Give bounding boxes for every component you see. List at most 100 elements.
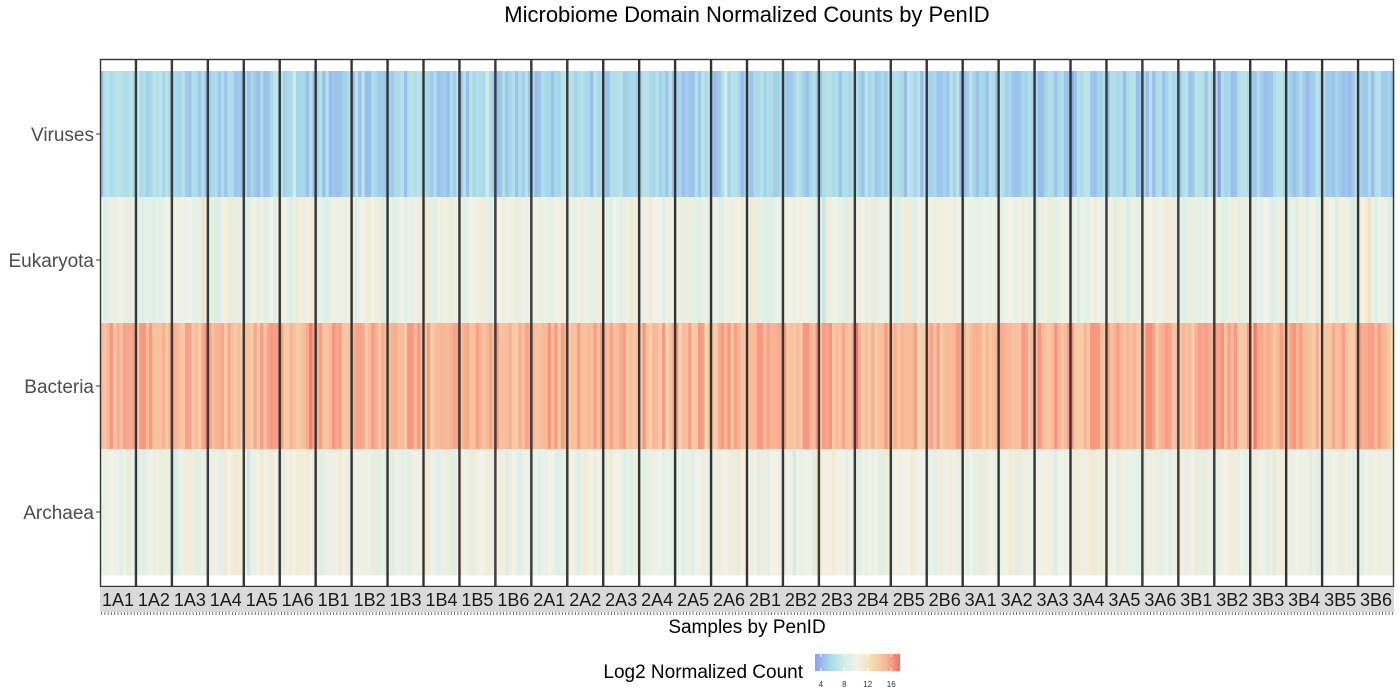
heatmap-cell [142, 197, 147, 324]
heatmap-cell [1188, 197, 1192, 324]
heatmap-cell [1197, 449, 1202, 576]
heatmap-cell [361, 449, 366, 576]
heatmap-cell [1227, 71, 1232, 198]
heatmap-cell [446, 323, 451, 450]
heatmap-cell [877, 323, 882, 450]
heatmap-cell [841, 71, 846, 198]
heatmap-cell [420, 449, 424, 576]
heatmap-cell [122, 71, 127, 198]
heatmap-cell [198, 323, 202, 450]
heatmap-cell [1184, 449, 1189, 576]
heatmap-cell [547, 197, 552, 324]
heatmap-cell [900, 449, 905, 576]
heatmap-cell [894, 71, 898, 198]
heatmap-cell [224, 71, 228, 198]
heatmap-cell [348, 323, 353, 450]
heatmap-cell [1008, 323, 1013, 450]
heatmap-cell [498, 71, 503, 198]
y-axis-label-archaea: Archaea [23, 503, 94, 524]
heatmap-cell [1374, 71, 1379, 198]
heatmap-cell [175, 197, 179, 324]
heatmap-cell [1014, 323, 1019, 450]
heatmap-cell [694, 71, 699, 198]
heatmap-cell [1135, 197, 1140, 324]
heatmap-cell [233, 197, 238, 324]
heatmap-cell [1158, 71, 1163, 198]
heatmap-cell [325, 197, 330, 324]
heatmap-cell [903, 323, 908, 450]
heatmap-cell [858, 449, 862, 576]
heatmap-cell [511, 197, 516, 324]
heatmap-cell [1005, 449, 1009, 576]
heatmap-cell [436, 71, 441, 198]
heatmap-cell [145, 449, 150, 576]
heatmap-cell [737, 449, 741, 576]
heatmap-cell [871, 71, 875, 198]
heatmap-cell [609, 197, 614, 324]
heatmap-cell [564, 71, 568, 198]
heatmap-cell [1063, 197, 1068, 324]
facet-panel-1B6: 1B6 [495, 58, 532, 615]
heatmap-cell [570, 197, 575, 324]
heatmap-cell [247, 449, 251, 576]
facet-strip [531, 587, 568, 612]
heatmap-cell [315, 71, 320, 198]
panel-border [818, 58, 856, 588]
panel-border [1106, 58, 1143, 588]
heatmap-cell [776, 449, 781, 576]
heatmap-cell [1126, 71, 1130, 198]
heatmap-cell [1269, 197, 1274, 324]
heatmap-cell [1237, 323, 1241, 450]
heatmap-cell [655, 197, 660, 324]
heatmap-cell [1364, 197, 1369, 324]
heatmap-cell [753, 323, 758, 450]
heatmap-cell [531, 449, 536, 576]
facet-label: 1A3 [174, 590, 206, 610]
facet-strip [1142, 587, 1179, 612]
heatmap-cell [1279, 197, 1284, 324]
facet-strip [675, 587, 712, 612]
heatmap-cell [358, 323, 362, 450]
heatmap-cell [482, 71, 486, 198]
heatmap-cell [1044, 71, 1049, 198]
heatmap-cell [596, 323, 601, 450]
heatmap-cell [204, 71, 209, 198]
heatmap-cell [309, 197, 313, 324]
panel-border [531, 58, 568, 588]
heatmap-cell [1237, 449, 1241, 576]
heatmap-cell [505, 449, 509, 576]
heatmap-cell [394, 449, 398, 576]
heatmap-cell [848, 323, 852, 450]
heatmap-cell [1269, 323, 1274, 450]
heatmap-cell [1165, 71, 1169, 198]
heatmap-cell [737, 71, 741, 198]
heatmap-cell [936, 71, 941, 198]
heatmap-cell [433, 197, 437, 324]
heatmap-cell [237, 197, 241, 324]
heatmap-cell [753, 197, 758, 324]
heatmap-cell [1050, 71, 1055, 198]
heatmap-cell [583, 323, 588, 450]
facet-strip [100, 587, 136, 612]
panel-border [495, 58, 532, 588]
heatmap-cell [965, 71, 970, 198]
heatmap-cell [959, 449, 964, 576]
heatmap-cell [763, 323, 768, 450]
heatmap-cell [675, 71, 679, 198]
heatmap-cell [1175, 71, 1179, 198]
heatmap-cell [250, 323, 254, 450]
heatmap-cell [884, 71, 888, 198]
heatmap-cell [1168, 449, 1173, 576]
heatmap-cell [1295, 197, 1300, 324]
heatmap-cell [603, 449, 607, 576]
heatmap-cell [1289, 197, 1294, 324]
heatmap-cell [959, 323, 964, 450]
heatmap-cell [1322, 449, 1326, 576]
heatmap-cell [1266, 197, 1271, 324]
heatmap-cell [260, 323, 264, 450]
heatmap-cell [377, 449, 382, 576]
heatmap-cell [554, 449, 558, 576]
facet-label: 2A2 [569, 590, 601, 610]
facet-label: 1B5 [461, 590, 493, 610]
